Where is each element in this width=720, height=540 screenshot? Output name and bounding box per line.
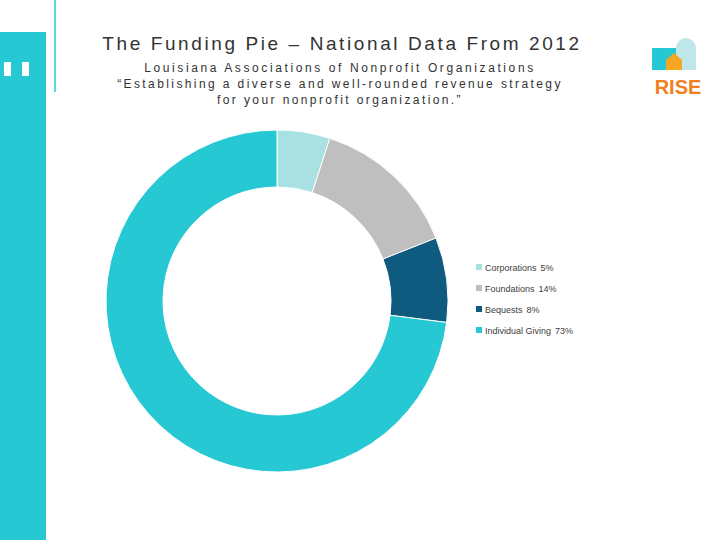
slice <box>383 238 448 322</box>
legend-swatch <box>476 327 482 333</box>
donut <box>106 130 448 472</box>
side-window <box>22 62 29 76</box>
legend: Corporations 5% Foundations 14% Bequests 8% In… <box>476 263 573 336</box>
subtitle: Louisiana Associations of Nonprofit Orga… <box>144 61 536 75</box>
legend-category: Individual Giving <box>485 326 551 336</box>
legend-value: 14% <box>539 284 557 294</box>
logo: RISE <box>652 38 701 98</box>
legend-value: 5% <box>541 263 554 273</box>
title: The Funding Pie – National Data From 201… <box>102 33 581 54</box>
quote-line: “Establishing a diverse and well-rounded… <box>117 77 563 91</box>
logo-text: RISE <box>655 76 702 98</box>
side-band <box>0 0 46 540</box>
side-notch <box>0 0 46 32</box>
canvas: The Funding Pie – National Data From 201… <box>0 0 720 540</box>
legend-value: 8% <box>527 305 540 315</box>
legend-swatch <box>476 264 482 270</box>
legend-swatch <box>476 306 482 312</box>
legend-value: 73% <box>555 326 573 336</box>
side-window <box>4 62 11 76</box>
legend-label: Bequests 8% <box>485 305 540 315</box>
legend-label: Foundations 14% <box>485 284 557 294</box>
legend-label: Corporations 5% <box>485 263 554 273</box>
legend-label: Individual Giving 73% <box>485 326 573 336</box>
slice <box>106 130 447 472</box>
quote-line: for your nonprofit organization.” <box>217 93 463 107</box>
logo-house <box>666 53 682 70</box>
side-line <box>54 0 56 92</box>
legend-category: Foundations <box>485 284 535 294</box>
legend-category: Bequests <box>485 305 523 315</box>
legend-category: Corporations <box>485 263 537 273</box>
slice <box>312 138 436 259</box>
legend-swatch <box>476 285 482 291</box>
